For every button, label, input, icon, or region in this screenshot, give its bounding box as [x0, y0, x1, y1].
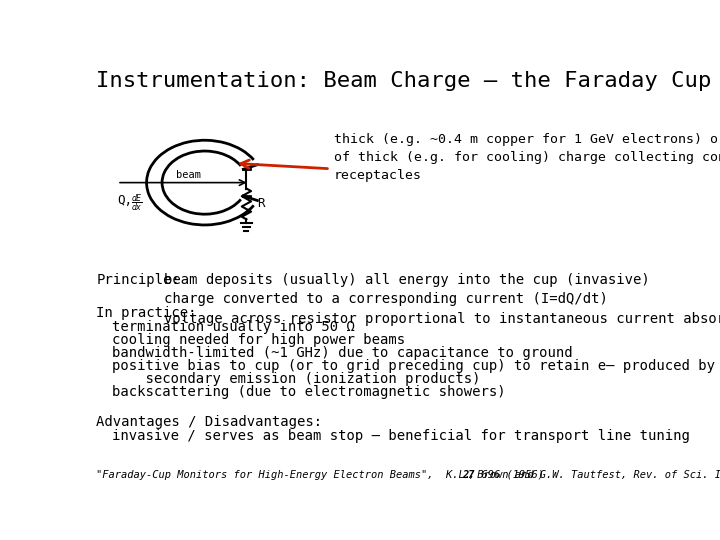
Text: beam: beam	[176, 170, 201, 180]
Text: R: R	[257, 198, 265, 211]
Text: $\frac{dE}{dx}$: $\frac{dE}{dx}$	[131, 193, 143, 214]
Text: secondary emission (ionization products): secondary emission (ionization products)	[112, 372, 480, 386]
Text: , 696 (1956): , 696 (1956)	[469, 470, 544, 480]
Text: termination usually into 50 Ω: termination usually into 50 Ω	[112, 320, 354, 334]
Text: "Faraday-Cup Monitors for High-Energy Electron Beams",  K.L. Brown and G.W. Taut: "Faraday-Cup Monitors for High-Energy El…	[96, 470, 720, 480]
Text: beam deposits (usually) all energy into the cup (invasive)
charge converted to a: beam deposits (usually) all energy into …	[163, 273, 720, 326]
Text: cooling needed for high power beams: cooling needed for high power beams	[112, 333, 405, 347]
Text: positive bias to cup (or to grid preceding cup) to retain e– produced by: positive bias to cup (or to grid precedi…	[112, 359, 715, 373]
Text: backscattering (due to electromagnetic showers): backscattering (due to electromagnetic s…	[112, 385, 505, 399]
Text: Advantages / Disadvantages:: Advantages / Disadvantages:	[96, 415, 323, 429]
Text: thick (e.g. ~0.4 m copper for 1 GeV electrons) or series
of thick (e.g. for cool: thick (e.g. ~0.4 m copper for 1 GeV elec…	[334, 132, 720, 181]
Text: Q,: Q,	[117, 194, 132, 207]
Text: bandwidth-limited (~1 GHz) due to capacitance to ground: bandwidth-limited (~1 GHz) due to capaci…	[112, 346, 572, 360]
Text: invasive / serves as beam stop – beneficial for transport line tuning: invasive / serves as beam stop – benefic…	[112, 429, 690, 443]
Text: Instrumentation: Beam Charge – the Faraday Cup (1): Instrumentation: Beam Charge – the Farad…	[96, 71, 720, 91]
Text: 27: 27	[462, 470, 474, 480]
Text: Principle:: Principle:	[96, 273, 180, 287]
Text: In practice:: In practice:	[96, 306, 197, 320]
